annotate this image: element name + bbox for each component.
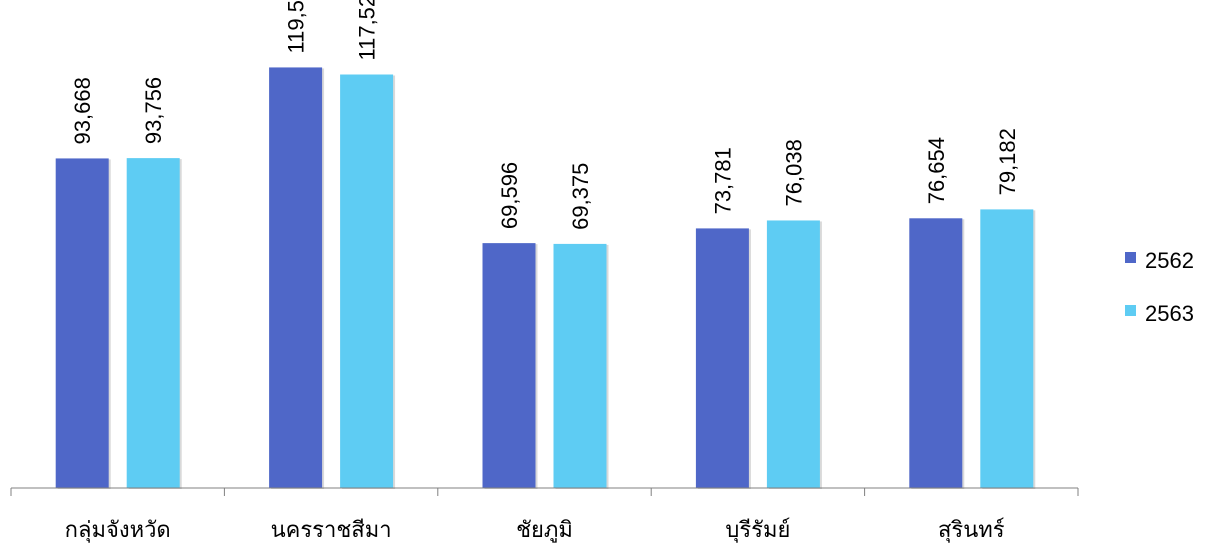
category-label-3: บุรีรัมย์ — [725, 517, 790, 543]
bar-2563-0 — [126, 158, 180, 488]
bar-2562-2 — [482, 243, 536, 488]
bar-2562-0 — [55, 158, 109, 488]
data-label-2563-3: 76,038 — [781, 139, 806, 206]
x-axis: กลุ่มจังหวัด นครราชสีมา ชัยภูมิ บุรีรัมย์ สุ… — [10, 487, 1079, 543]
data-labels-layer: 93,668 93,756 119,530 117,521 69,596 69,375 73… — [70, 0, 1020, 230]
bar-2562-4 — [909, 218, 963, 488]
legend-label-2562: 2562 — [1145, 248, 1194, 273]
bar-2562-3 — [695, 228, 749, 488]
bar-2563-3 — [766, 220, 820, 488]
legend: 2562 2563 — [1125, 248, 1194, 326]
data-label-2563-0: 93,756 — [141, 77, 166, 144]
data-label-2562-0: 93,668 — [70, 77, 95, 144]
data-label-2562-2: 69,596 — [497, 162, 522, 229]
bar-2563-1 — [340, 74, 394, 488]
data-label-2562-4: 76,654 — [924, 137, 949, 204]
data-label-2563-4: 79,182 — [995, 128, 1020, 195]
legend-label-2563: 2563 — [1145, 301, 1194, 326]
legend-swatch-2563 — [1125, 305, 1136, 316]
bars-layer — [55, 67, 1036, 489]
category-label-1: นครราชสีมา — [271, 517, 392, 542]
data-label-2562-1: 119,530 — [284, 0, 309, 53]
data-label-2562-3: 73,781 — [710, 147, 735, 214]
bar-2563-2 — [553, 243, 607, 488]
data-label-2563-2: 69,375 — [568, 163, 593, 230]
legend-swatch-2562 — [1125, 252, 1136, 263]
category-label-4: สุรินทร์ — [938, 517, 1005, 543]
data-label-2563-1: 117,521 — [355, 0, 380, 61]
bar-2562-1 — [269, 67, 323, 488]
category-label-2: ชัยภูมิ — [516, 517, 573, 543]
bar-2563-4 — [980, 209, 1034, 488]
category-label-0: กลุ่มจังหวัด — [65, 517, 171, 543]
